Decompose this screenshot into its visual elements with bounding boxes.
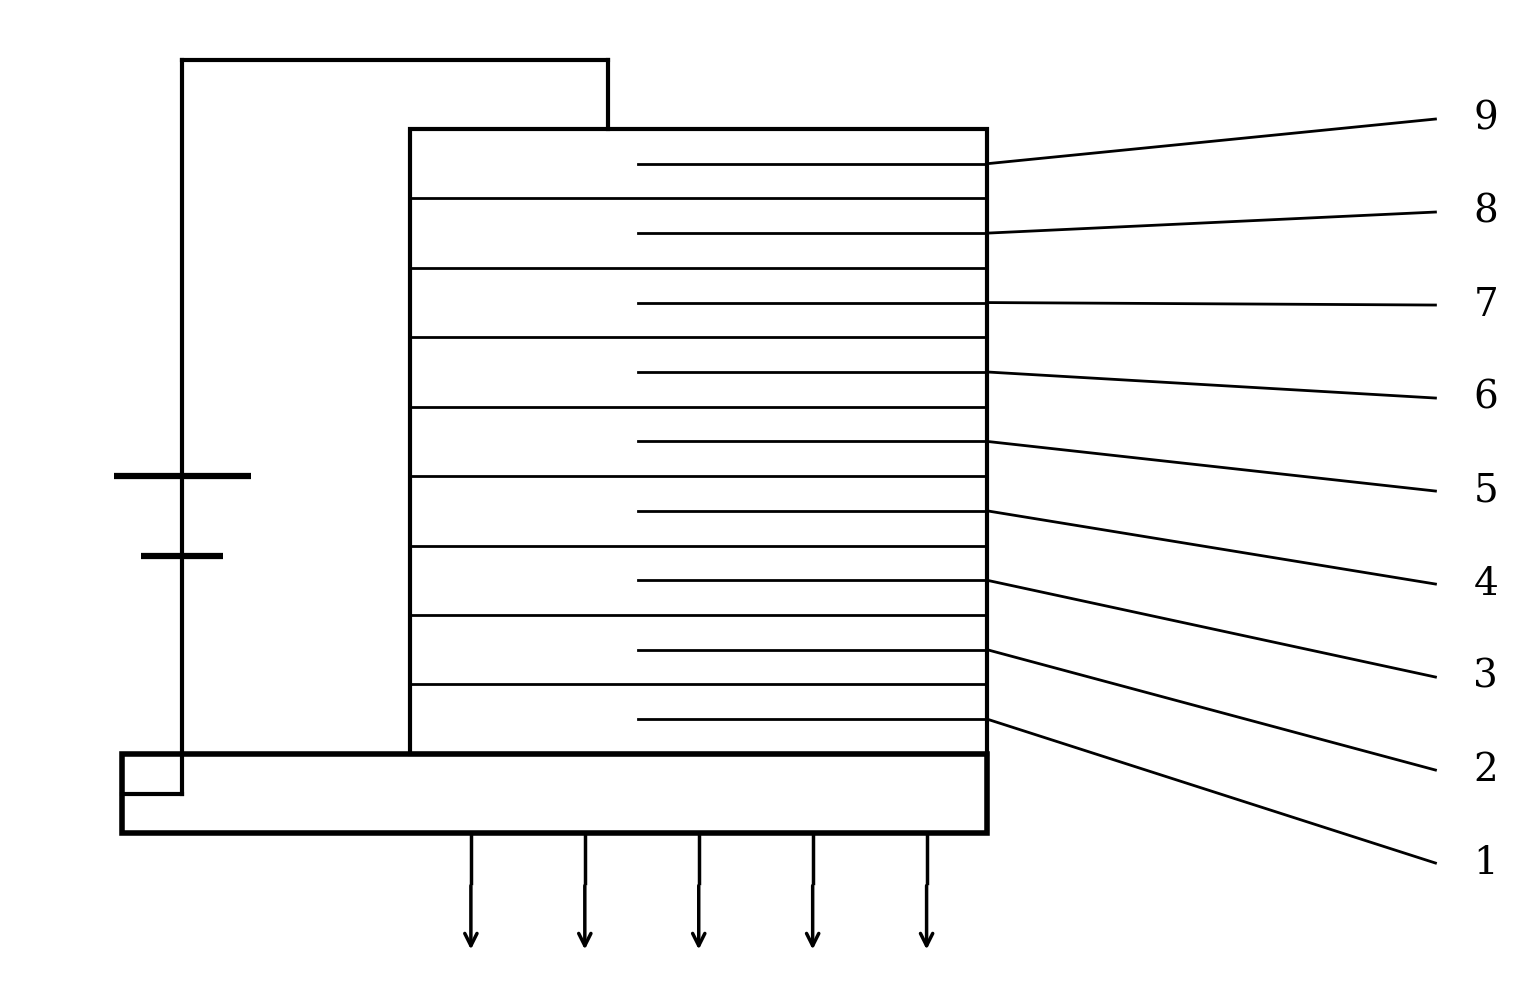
Text: 2: 2: [1473, 752, 1498, 789]
Bar: [410, 129, 987, 754]
Text: 6: 6: [1473, 380, 1498, 417]
Text: 1: 1: [1473, 844, 1498, 882]
Text: 3: 3: [1473, 659, 1498, 695]
Text: 8: 8: [1473, 193, 1498, 230]
Text: 5: 5: [1473, 472, 1498, 510]
Text: 9: 9: [1473, 100, 1498, 138]
Text: 7: 7: [1473, 287, 1498, 323]
Text: 4: 4: [1473, 565, 1498, 602]
Bar: [122, 754, 987, 833]
